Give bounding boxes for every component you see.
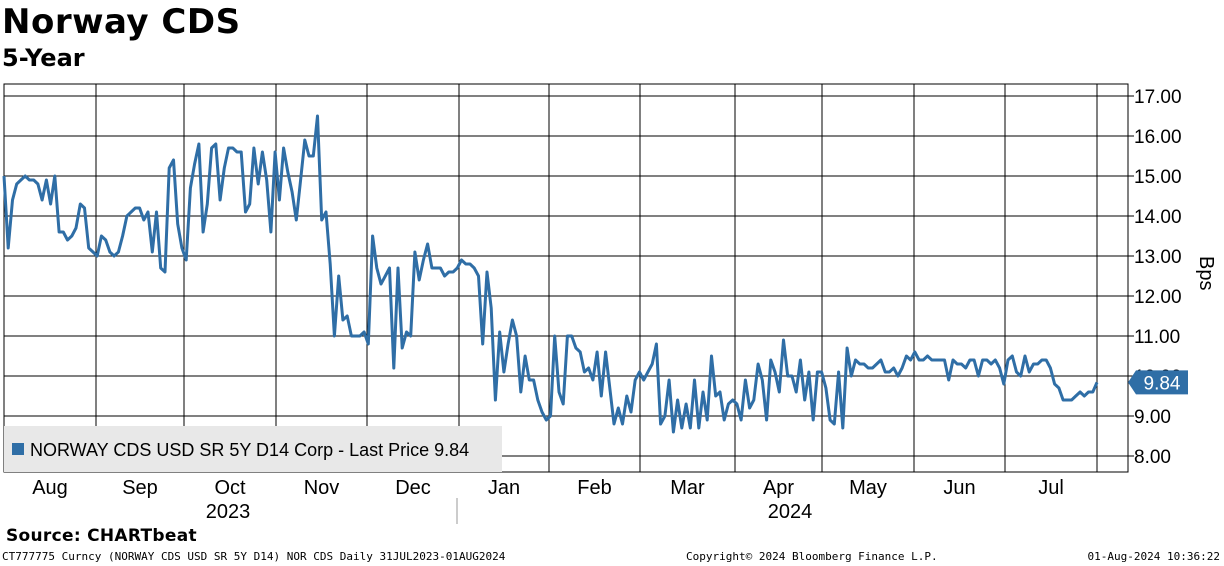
y-tick-label: 12.00 [1134,287,1182,308]
x-tick-label: May [849,477,887,499]
last-price-tag [1128,370,1188,395]
y-tick-label: 14.00 [1134,207,1182,228]
legend-box [4,426,502,472]
x-tick-label: Aug [32,477,68,499]
x-tick-label: Jan [488,477,520,499]
x-tick-label: Oct [214,477,246,499]
x-tick-label: Feb [577,477,611,499]
chart-subtitle: 5-Year [2,44,85,72]
chart-title: Norway CDS [2,2,241,42]
source-label: Source: CHARTbeat [6,526,197,546]
ticker-info: CT777775 Curncy (NORWAY CDS USD SR 5Y D1… [2,550,506,563]
last-price-label: 9.84 [1144,373,1181,394]
year-label: 2023 [206,501,251,523]
y-tick-label: 16.00 [1134,127,1182,148]
year-label: 2024 [768,501,813,523]
y-tick-label: 15.00 [1134,167,1182,188]
y-tick-label: 9.00 [1134,407,1171,428]
plot-frame [3,83,1129,473]
copyright-notice: Copyright© 2024 Bloomberg Finance L.P. [686,550,938,563]
legend-label: NORWAY CDS USD SR 5Y D14 Corp - Last Pri… [30,440,469,460]
x-tick-label: Nov [304,477,340,499]
x-tick-label: Apr [763,477,794,499]
x-tick-label: Jun [943,477,975,499]
y-tick-label: 13.00 [1134,247,1182,268]
x-tick-label: Jul [1038,477,1064,499]
x-tick-label: Mar [670,477,705,499]
timestamp: 01-Aug-2024 10:36:22 [1087,550,1220,563]
x-tick-label: Sep [122,477,158,499]
x-tick-label: Dec [395,477,431,499]
y-tick-label: 11.00 [1134,327,1180,348]
legend-swatch [12,443,24,455]
series-line [2,114,1099,434]
y-axis-title: Bps [1195,256,1217,290]
y-tick-label: 8.00 [1134,447,1171,468]
y-tick-label: 17.00 [1134,87,1182,108]
